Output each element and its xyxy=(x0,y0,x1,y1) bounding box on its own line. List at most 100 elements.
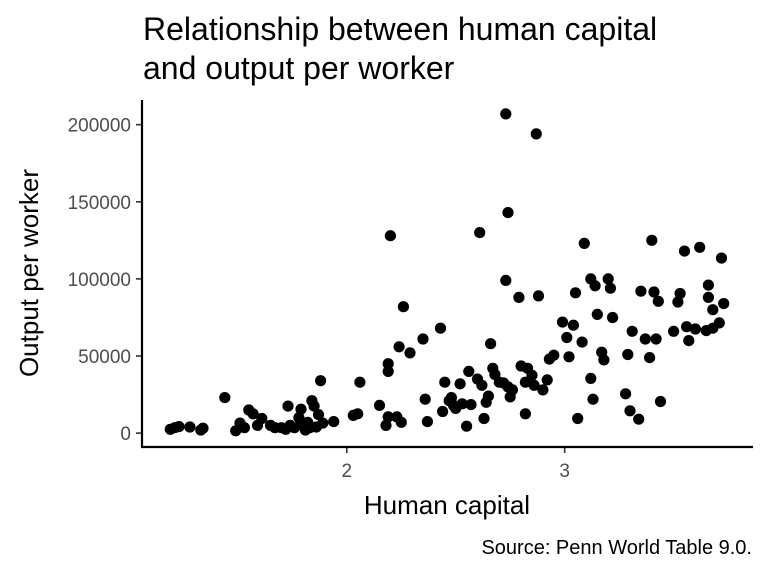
data-point xyxy=(678,245,691,257)
data-point xyxy=(561,331,573,344)
data-point xyxy=(485,338,497,350)
data-point xyxy=(439,376,451,388)
data-point xyxy=(707,304,719,316)
y-tick-label: 0 xyxy=(120,424,131,445)
data-point xyxy=(646,234,658,246)
data-point xyxy=(624,405,636,417)
data-point xyxy=(384,230,396,242)
data-point xyxy=(476,379,488,391)
data-point xyxy=(437,405,449,418)
data-point xyxy=(635,285,647,297)
data-point xyxy=(622,348,634,361)
data-point xyxy=(482,390,494,402)
data-point xyxy=(633,413,645,425)
data-point xyxy=(652,295,664,307)
data-point xyxy=(648,286,660,298)
data-point xyxy=(247,408,259,420)
data-point xyxy=(654,395,667,408)
data-point xyxy=(461,420,473,432)
data-point xyxy=(421,416,433,428)
data-point xyxy=(506,384,518,396)
data-point xyxy=(650,333,662,345)
data-point xyxy=(308,400,320,412)
data-point xyxy=(184,421,196,433)
y-tick-label: 150000 xyxy=(68,193,131,214)
data-point xyxy=(397,301,409,313)
data-point xyxy=(352,408,364,420)
data-point xyxy=(382,358,394,370)
data-point xyxy=(173,421,185,433)
data-points xyxy=(164,108,730,437)
data-point xyxy=(419,393,431,405)
data-point xyxy=(683,335,695,347)
data-point xyxy=(456,398,468,410)
chart-title-line-1: Relationship between human capital xyxy=(143,11,657,47)
data-point xyxy=(532,290,545,302)
x-tick-label: 3 xyxy=(559,461,570,482)
data-point xyxy=(702,279,715,291)
data-point xyxy=(668,325,680,337)
data-point xyxy=(197,422,209,434)
data-point xyxy=(404,347,416,359)
data-point xyxy=(382,365,394,377)
data-point xyxy=(587,393,599,405)
data-point xyxy=(576,336,588,348)
data-point xyxy=(694,241,706,253)
data-point xyxy=(541,374,553,386)
data-point xyxy=(282,400,294,412)
data-point xyxy=(718,298,730,310)
data-point xyxy=(315,375,327,387)
data-point xyxy=(295,403,307,415)
data-point xyxy=(465,399,477,411)
data-point xyxy=(528,379,540,391)
data-point xyxy=(626,325,638,337)
data-point xyxy=(563,351,575,363)
y-axis-label: Output per worker xyxy=(14,169,44,377)
data-point xyxy=(502,207,514,219)
data-point xyxy=(238,422,250,434)
data-point xyxy=(454,378,466,390)
data-point xyxy=(395,416,407,428)
data-point xyxy=(474,227,486,239)
chart-caption: Source: Penn World Table 9.0. xyxy=(481,537,752,559)
chart-title-line-2: and output per worker xyxy=(143,50,455,86)
data-point xyxy=(598,354,610,366)
data-point xyxy=(526,369,538,381)
data-point xyxy=(607,311,619,324)
data-point xyxy=(715,252,728,264)
data-point xyxy=(639,333,651,345)
data-point xyxy=(674,287,686,300)
data-point xyxy=(713,317,725,329)
data-point xyxy=(585,372,597,384)
data-point xyxy=(256,412,268,425)
data-point xyxy=(672,296,684,308)
data-point xyxy=(689,323,702,335)
data-point xyxy=(556,316,569,328)
data-point xyxy=(373,399,386,411)
data-point xyxy=(513,291,525,303)
data-point xyxy=(530,128,542,140)
data-point xyxy=(604,282,617,294)
y-tick-label: 100000 xyxy=(68,270,131,291)
data-point xyxy=(572,412,584,425)
y-axis-ticks: 0 50000 100000 150000 200000 xyxy=(68,116,142,445)
data-point xyxy=(328,416,340,428)
data-point xyxy=(591,308,603,320)
data-point xyxy=(548,349,560,361)
data-point xyxy=(681,321,693,333)
data-point xyxy=(569,287,582,299)
data-point xyxy=(219,392,231,404)
x-tick-label: 2 xyxy=(341,461,352,482)
data-point xyxy=(393,341,405,353)
data-point xyxy=(500,108,512,120)
data-point xyxy=(519,408,532,420)
data-point xyxy=(602,273,614,285)
data-point xyxy=(380,419,392,431)
data-point xyxy=(702,291,715,303)
data-point xyxy=(354,376,366,388)
data-point xyxy=(500,274,512,286)
data-point xyxy=(644,352,656,364)
data-point xyxy=(537,384,549,396)
